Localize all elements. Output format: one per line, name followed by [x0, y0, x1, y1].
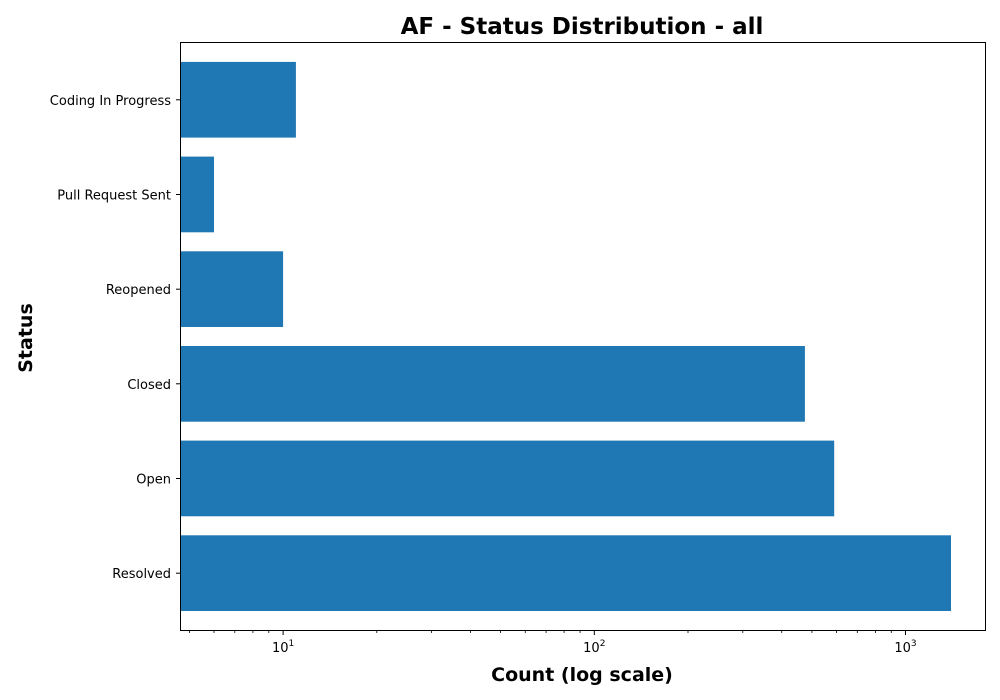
plot-frame [180, 42, 986, 631]
y-axis-ticks: Resolved Open Closed Reopened Pull Request S… [50, 94, 181, 582]
bar-coding-in-progress [181, 61, 296, 138]
y-tick-label: Pull Request Sent [57, 189, 171, 204]
y-axis-label: Status [15, 303, 37, 373]
x-tick-label: 101 [272, 639, 294, 656]
bars-layer [181, 61, 951, 611]
x-tick-label: 102 [583, 639, 605, 656]
y-tick-label: Reopened [106, 283, 171, 298]
y-tick-label: Resolved [112, 567, 171, 582]
chart-title: AF - Status Distribution - all [401, 14, 764, 40]
bar-closed [181, 346, 805, 422]
bar-reopened [181, 251, 284, 327]
x-axis-label: Count (log scale) [491, 664, 673, 686]
bar-pull-request-sent [181, 156, 214, 233]
y-tick-label: Open [136, 473, 171, 488]
bar-resolved [181, 535, 951, 611]
y-tick-label: Closed [127, 378, 171, 393]
x-axis-ticks: 101 102 103 [188, 630, 917, 656]
y-tick-label: Coding In Progress [50, 94, 171, 109]
x-tick-label: 103 [894, 639, 916, 656]
bar-open [181, 440, 835, 517]
